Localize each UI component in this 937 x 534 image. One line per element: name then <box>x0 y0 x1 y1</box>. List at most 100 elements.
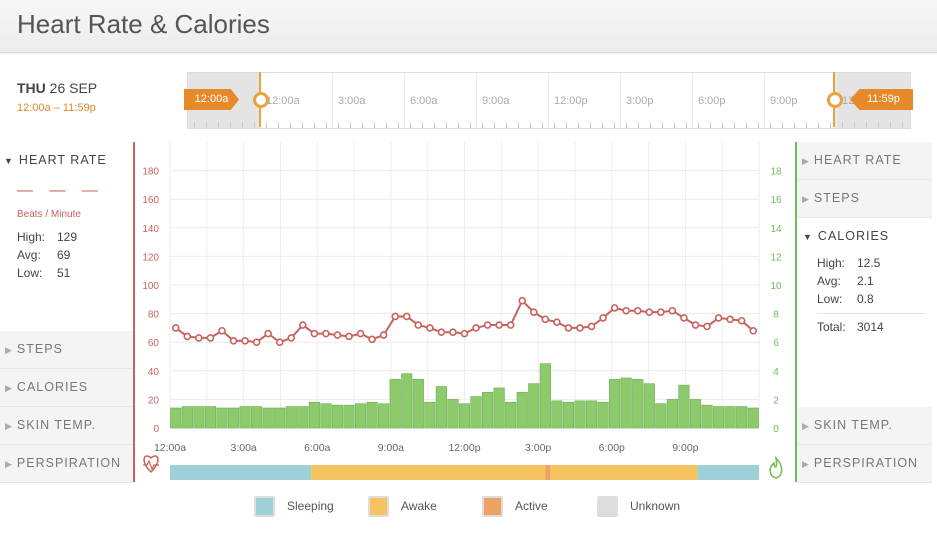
calorie-bar <box>308 401 320 429</box>
heart-rate-section[interactable]: ▼ HEART RATE — — — Beats / Minute High: 12… <box>0 142 133 329</box>
calorie-bar <box>505 401 517 429</box>
cal-low-label: Low: <box>817 292 843 306</box>
calorie-bar <box>458 403 471 429</box>
heart-rate-point <box>402 312 411 321</box>
right-item-perspiration[interactable]: ▶ PERSPIRATION <box>797 445 932 483</box>
heart-rate-calories-chart: 0 20 40 60 80 100 120 140 160 180 0 2 4 6 8 10 12 14 16 18 1… <box>133 142 797 482</box>
left-item-perspiration[interactable]: ▶ PERSPIRATION <box>0 445 133 483</box>
timeline-tick <box>662 122 663 128</box>
heart-rate-point <box>737 316 746 325</box>
timeline-tick <box>410 122 411 128</box>
left-item-skin-temp[interactable]: ▶ SKIN TEMP. <box>0 407 133 445</box>
timeline-tick <box>302 122 303 128</box>
heart-rate-point <box>541 315 550 324</box>
start-time-flag[interactable]: 12:00a <box>184 89 239 110</box>
timeline-label: 12 <box>842 95 855 107</box>
activity-band-segment <box>545 465 551 480</box>
y-left-tick-label: 160 <box>142 195 159 206</box>
calorie-bar <box>216 407 228 429</box>
heart-rate-point <box>252 338 261 346</box>
calorie-bar <box>562 401 575 429</box>
timeline-tick <box>734 122 735 128</box>
calorie-bar <box>354 403 367 429</box>
right-item-heart-rate[interactable]: ▶ HEART RATE <box>797 142 932 180</box>
left-item-steps[interactable]: ▶ STEPS <box>0 331 133 369</box>
heart-rate-point <box>472 324 480 332</box>
heart-rate-point <box>714 314 723 322</box>
x-tick-label: 3:00a <box>230 442 256 454</box>
heart-icon <box>143 455 159 474</box>
calorie-bar <box>539 363 551 429</box>
timeline-tick <box>650 122 651 128</box>
end-handle[interactable] <box>827 92 843 108</box>
caret-down-icon: ▼ <box>803 232 813 242</box>
heart-rate-current: — — — <box>17 182 104 199</box>
calorie-bar <box>736 406 748 429</box>
right-item-skin-temp[interactable]: ▶ SKIN TEMP. <box>797 407 932 445</box>
timeline-tick <box>422 122 423 128</box>
timeline-tick <box>278 122 279 128</box>
y-right-tick-label: 12 <box>770 252 782 263</box>
calorie-bar <box>551 400 563 429</box>
timeline-tick <box>890 122 891 128</box>
caret-right-icon: ▶ <box>5 383 13 393</box>
timeline-gridline <box>548 73 549 128</box>
heart-rate-point <box>195 334 203 342</box>
x-tick-label: 12:00a <box>154 442 186 454</box>
flame-icon <box>769 455 783 479</box>
timeline-tick <box>578 122 579 128</box>
heart-rate-point <box>483 321 492 329</box>
heart-rate-point <box>287 334 296 342</box>
timeline-tick <box>338 122 339 128</box>
x-tick-label: 6:00p <box>599 442 625 454</box>
right-axis-bar <box>795 142 797 482</box>
activity-band-segment <box>697 465 759 480</box>
calorie-bar <box>366 401 378 429</box>
legend-swatch-awake <box>368 496 389 517</box>
start-handle[interactable] <box>253 92 269 108</box>
timeline-tick <box>878 122 879 128</box>
heart-rate-point <box>495 321 503 329</box>
heart-rate-point <box>379 331 388 339</box>
cal-total-label: Total: <box>817 320 846 334</box>
timeline-label: 6:00a <box>410 95 438 107</box>
calorie-bar <box>470 396 482 429</box>
y-right-tick-label: 10 <box>770 281 782 292</box>
end-time-flag[interactable]: 11:59p <box>850 89 913 110</box>
timeline-tick <box>818 122 819 128</box>
timeline-tick <box>770 122 771 128</box>
left-item-calories[interactable]: ▶ CALORIES <box>0 369 133 407</box>
heart-rate-point <box>680 314 688 322</box>
timeline-tick <box>290 122 291 128</box>
timeline-label: 12:00a <box>266 95 300 107</box>
timeline-tick <box>542 122 543 128</box>
heart-rate-point <box>310 329 319 338</box>
calorie-bar <box>643 383 655 429</box>
timeline-tick <box>494 122 495 128</box>
calories-section[interactable]: ▼ CALORIES High: 12.5 Avg: 2.1 Low: 0.8 Tota… <box>797 218 932 404</box>
timeline-gridline <box>692 73 693 128</box>
heart-rate-point <box>622 306 630 315</box>
heart-rate-point <box>333 331 342 339</box>
heart-rate-point <box>437 328 446 336</box>
heart-rate-point <box>264 329 272 338</box>
calorie-bar <box>713 406 725 429</box>
x-tick-label: 9:00a <box>378 442 404 454</box>
timeline-tick <box>902 122 903 128</box>
heart-rate-units: Beats / Minute <box>17 209 81 220</box>
right-item-steps[interactable]: ▶ STEPS <box>797 180 932 218</box>
day-of-week: THU <box>17 80 46 96</box>
calorie-bar <box>181 406 193 429</box>
timeline-label: 3:00a <box>338 95 366 107</box>
timeline-tick <box>254 122 255 128</box>
calorie-bar <box>193 406 205 429</box>
heart-rate-point <box>322 329 330 338</box>
activity-band-segment <box>550 465 698 480</box>
heart-rate-point <box>391 312 400 321</box>
time-range-slider[interactable]: 12:00a 3:00a 6:00a 9:00a 12:00p 3:00p 6:00p 9:0… <box>187 72 911 129</box>
calorie-bar <box>574 400 586 429</box>
heart-rate-point <box>299 321 307 329</box>
heart-rate-point <box>726 315 734 324</box>
heart-rate-point <box>703 322 711 331</box>
timeline-gridline <box>620 73 621 128</box>
